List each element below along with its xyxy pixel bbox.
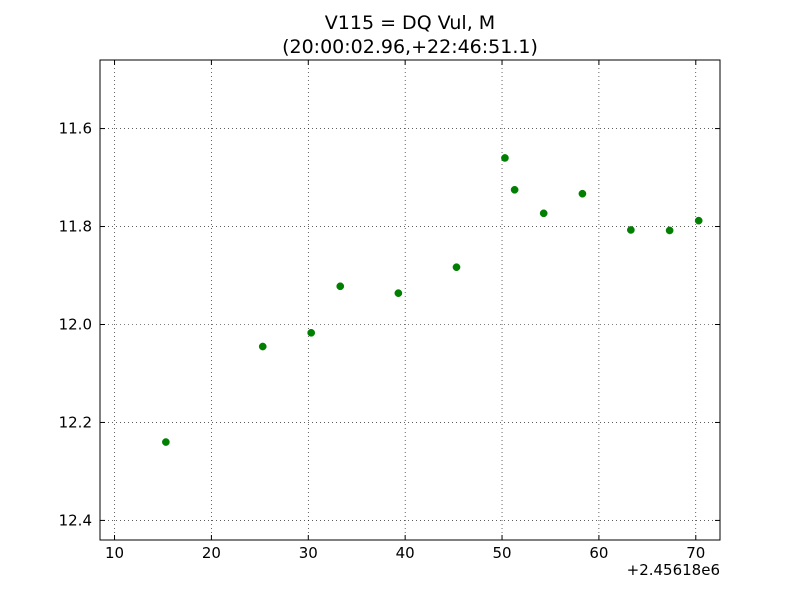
data-point <box>627 226 635 234</box>
data-point <box>394 289 403 297</box>
data-point <box>307 328 316 337</box>
data-point <box>501 154 509 162</box>
x-tick-label: 10 <box>105 544 124 562</box>
x-tick-label: 60 <box>589 544 608 562</box>
chart-title: V115 = DQ Vul, M <box>325 12 495 34</box>
y-tick-label: 12.0 <box>59 315 92 333</box>
data-points <box>162 154 703 446</box>
x-tick-label: 20 <box>202 544 221 562</box>
y-tick-label: 11.8 <box>59 218 92 236</box>
x-tick-label: 50 <box>492 544 511 562</box>
x-axis-offset-label: +2.45618e6 <box>627 561 720 579</box>
data-point <box>694 216 703 225</box>
data-point <box>336 282 345 291</box>
data-point <box>578 189 587 198</box>
data-point <box>510 185 519 194</box>
data-point <box>539 209 548 218</box>
x-tick-label: 70 <box>686 544 705 562</box>
x-tick-label: 40 <box>396 544 415 562</box>
data-point <box>162 438 170 446</box>
y-tick-label: 11.6 <box>59 120 92 138</box>
plot-area-frame <box>99 59 721 541</box>
chart-subtitle: (20:00:02.96,+22:46:51.1) <box>282 36 538 58</box>
data-point <box>665 226 674 235</box>
data-point <box>452 263 461 272</box>
y-tick-label: 12.2 <box>59 413 92 431</box>
data-point <box>258 342 267 351</box>
axis-ticks <box>100 60 720 540</box>
grid-lines <box>100 60 720 540</box>
x-tick-label: 30 <box>299 544 318 562</box>
tick-labels: 10 20 30 40 50 60 70 11.6 11.8 12.0 12.2 12.4 <box>59 120 706 562</box>
y-tick-label: 12.4 <box>59 511 92 529</box>
